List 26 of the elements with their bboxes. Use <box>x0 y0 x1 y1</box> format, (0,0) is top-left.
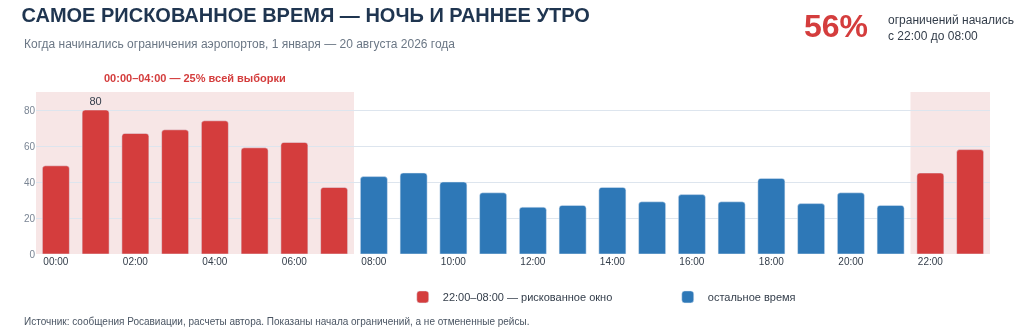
y-tick-label: 20 <box>23 212 36 224</box>
x-tick-label: 20:00 <box>838 256 864 267</box>
data-label: 80 <box>89 95 102 107</box>
y-tick-label: 0 <box>29 248 36 260</box>
x-tick-label: 16:00 <box>679 256 705 267</box>
x-tick-label: 18:00 <box>758 256 785 267</box>
legend-label: остальное время <box>707 291 796 304</box>
chart-subtitle: Когда начинались ограничения аэропортов, 1 января — 20 августа 2026 года <box>24 37 456 51</box>
x-tick-label: 14:00 <box>599 256 626 267</box>
y-tick-label: 60 <box>23 140 36 152</box>
x-tick-label: 04:00 <box>202 256 228 267</box>
x-tick-label: 10:00 <box>440 256 467 267</box>
x-tick-label: 00:00 <box>43 256 69 267</box>
x-tick-label: 08:00 <box>361 256 387 267</box>
legend-label: 22:00–08:00 — рискованное окно <box>442 291 613 304</box>
band-label: 00:00–04:00 — 25% всей выборки <box>104 72 286 84</box>
x-tick-label: 22:00 <box>917 256 944 267</box>
x-tick-label: 02:00 <box>122 256 149 267</box>
y-tick-label: 40 <box>23 176 36 188</box>
text: Источник: сообщения Росавиации, расчеты автора. Показаны начала ограничений, а не отмененные рейсы. <box>24 316 530 327</box>
text: 56% <box>804 8 869 44</box>
text: ограничений начались с 22:00 до 08:00 <box>888 13 1014 43</box>
x-tick-label: 06:00 <box>281 256 308 267</box>
x-tick-label: 12:00 <box>520 256 546 267</box>
y-tick-label: 80 <box>23 104 36 116</box>
chart-title: САМОЕ РИСКОВАННОЕ ВРЕМЯ — НОЧЬ И РАННЕЕ УТРО <box>21 4 590 27</box>
